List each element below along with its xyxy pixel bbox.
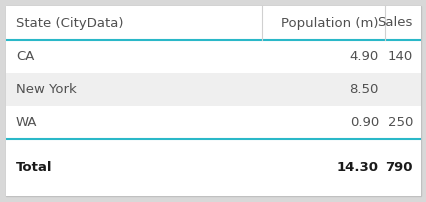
Text: 250: 250 <box>387 116 412 129</box>
Bar <box>6 73 420 106</box>
Text: 140: 140 <box>387 50 412 63</box>
Text: 8.50: 8.50 <box>349 83 378 96</box>
Text: WA: WA <box>16 116 37 129</box>
Bar <box>6 6 420 40</box>
Text: 0.90: 0.90 <box>349 116 378 129</box>
Text: Population (m): Population (m) <box>281 17 378 29</box>
Text: State (CityData): State (CityData) <box>16 17 123 29</box>
Text: Sales: Sales <box>377 17 412 29</box>
Bar <box>6 40 420 73</box>
Bar <box>6 106 420 139</box>
Bar <box>6 139 420 196</box>
Text: CA: CA <box>16 50 35 63</box>
Text: 14.30: 14.30 <box>336 161 378 174</box>
Text: New York: New York <box>16 83 77 96</box>
Text: Total: Total <box>16 161 52 174</box>
Text: 790: 790 <box>385 161 412 174</box>
Text: 4.90: 4.90 <box>349 50 378 63</box>
